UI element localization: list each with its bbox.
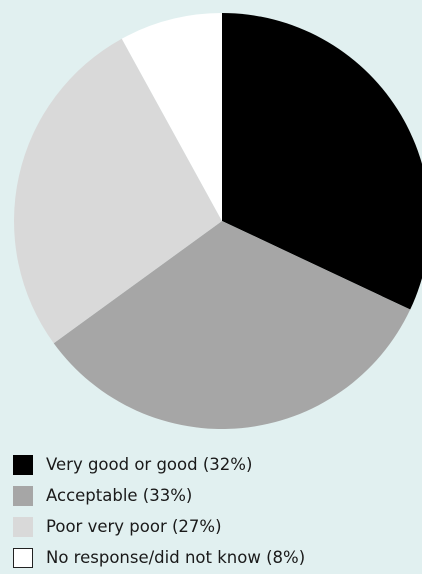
legend-label: Acceptable (33%) [46, 486, 193, 505]
legend-item-poor-very-poor: Poor very poor (27%) [13, 511, 305, 542]
pie-slice-poor-very-poor [13, 38, 223, 344]
legend-swatch [13, 516, 33, 537]
legend-swatch [13, 454, 33, 475]
legend-label: Poor very poor (27%) [46, 517, 222, 536]
pie-slice-no-response-did-not-know [121, 13, 222, 221]
legend-label: No response/did not know (8%) [46, 548, 306, 567]
legend-swatch [13, 485, 33, 506]
legend-item-no-response: No response/did not know (8%) [13, 542, 305, 573]
pie-slice-very-good-or-good [222, 13, 422, 310]
legend-item-acceptable: Acceptable (33%) [13, 480, 305, 511]
legend-label: Very good or good (32%) [46, 455, 253, 474]
pie-slice-acceptable [53, 221, 411, 429]
legend-item-very-good-or-good: Very good or good (32%) [13, 449, 305, 480]
legend-swatch [13, 547, 33, 568]
pie-chart [13, 13, 422, 429]
chart-legend: Very good or good (32%) Acceptable (33%)… [13, 449, 305, 573]
